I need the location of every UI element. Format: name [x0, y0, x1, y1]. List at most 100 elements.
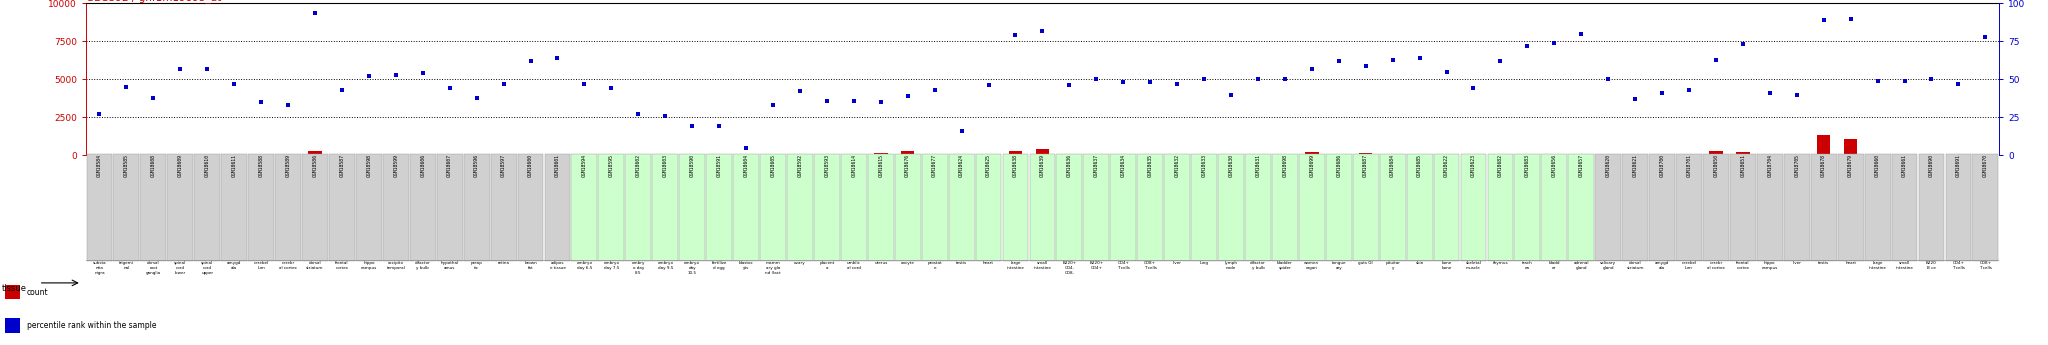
Point: [946, 128, 979, 134]
Text: CD8+
T cells: CD8+ T cells: [1978, 262, 1993, 270]
Point: [623, 111, 655, 117]
Point: [1726, 42, 1759, 47]
Point: [1511, 43, 1544, 49]
FancyBboxPatch shape: [1434, 154, 1460, 261]
Text: GSM18657: GSM18657: [1579, 154, 1583, 177]
Text: large
intestine: large intestine: [1868, 262, 1886, 270]
Text: ovary: ovary: [795, 262, 805, 265]
Text: GSM18685: GSM18685: [1417, 154, 1421, 177]
Text: GSM18690: GSM18690: [1929, 154, 1933, 177]
FancyBboxPatch shape: [786, 154, 813, 261]
Text: GSM18630: GSM18630: [1229, 154, 1233, 177]
Text: bladd
er: bladd er: [1548, 262, 1561, 270]
Text: GSM18704: GSM18704: [1767, 154, 1772, 177]
Bar: [1843, 139, 1858, 155]
Point: [1403, 55, 1436, 61]
Text: dorsal
striatum: dorsal striatum: [307, 262, 324, 270]
Text: cerebr
al cortex: cerebr al cortex: [1708, 262, 1724, 270]
Text: adrenal
gland: adrenal gland: [1573, 262, 1589, 270]
FancyBboxPatch shape: [1460, 154, 1487, 261]
Point: [1376, 57, 1409, 62]
Text: tongue
ary: tongue ary: [1331, 262, 1346, 270]
Point: [326, 87, 358, 93]
Text: guts GI: guts GI: [1358, 262, 1372, 265]
FancyBboxPatch shape: [1057, 154, 1081, 261]
Text: brown
fat: brown fat: [524, 262, 537, 270]
FancyBboxPatch shape: [1004, 154, 1028, 261]
FancyBboxPatch shape: [1946, 154, 1972, 261]
Text: GSM18622: GSM18622: [1444, 154, 1450, 177]
FancyBboxPatch shape: [1704, 154, 1729, 261]
Point: [406, 70, 438, 76]
Point: [1700, 57, 1733, 62]
Point: [864, 99, 897, 105]
FancyBboxPatch shape: [1972, 154, 1999, 261]
Text: GSM18593: GSM18593: [825, 154, 829, 177]
Bar: [874, 153, 887, 155]
FancyBboxPatch shape: [680, 154, 705, 261]
Text: prostat
e: prostat e: [928, 262, 942, 270]
Text: embryo
day 9.5: embryo day 9.5: [657, 262, 674, 270]
Text: amygd
ala: amygd ala: [227, 262, 242, 270]
FancyBboxPatch shape: [1919, 154, 1944, 261]
Text: GSM18603: GSM18603: [664, 154, 668, 177]
Text: GSM18597: GSM18597: [502, 154, 506, 177]
Text: GSM18599: GSM18599: [393, 154, 399, 177]
FancyBboxPatch shape: [113, 154, 139, 261]
Text: spinal
cord
upper: spinal cord upper: [201, 262, 213, 275]
FancyBboxPatch shape: [463, 154, 489, 261]
Text: GSM18620: GSM18620: [1606, 154, 1610, 177]
Point: [999, 32, 1032, 38]
Text: blastoc
yts: blastoc yts: [739, 262, 754, 270]
FancyBboxPatch shape: [653, 154, 678, 261]
Text: CD4+
T cells: CD4+ T cells: [1116, 262, 1130, 270]
Text: GSM18585: GSM18585: [125, 154, 129, 177]
Text: GSM18651: GSM18651: [1741, 154, 1745, 177]
Point: [217, 81, 250, 87]
Text: CD4+
T cells: CD4+ T cells: [1952, 262, 1964, 270]
Point: [1214, 92, 1247, 97]
Point: [756, 102, 788, 108]
Text: GSM18596: GSM18596: [475, 154, 479, 177]
FancyBboxPatch shape: [1864, 154, 1890, 261]
Text: GSM18656: GSM18656: [1552, 154, 1556, 177]
Text: GSM18650: GSM18650: [1714, 154, 1718, 177]
Bar: [1360, 154, 1372, 155]
Point: [1565, 31, 1597, 37]
Point: [1618, 96, 1651, 102]
FancyBboxPatch shape: [195, 154, 221, 261]
Point: [729, 145, 762, 150]
Text: adipos
e tissue: adipos e tissue: [549, 262, 565, 270]
Bar: [4, 318, 20, 333]
Text: GSM18588: GSM18588: [258, 154, 264, 177]
Text: lymph
node: lymph node: [1225, 262, 1237, 270]
Text: B220
B ce: B220 B ce: [1925, 262, 1937, 270]
FancyBboxPatch shape: [1757, 154, 1782, 261]
Point: [111, 84, 143, 90]
Point: [1888, 78, 1921, 83]
Text: uterus: uterus: [874, 262, 887, 265]
FancyBboxPatch shape: [813, 154, 840, 261]
FancyBboxPatch shape: [436, 154, 463, 261]
Point: [164, 66, 197, 71]
Text: GSM18683: GSM18683: [1526, 154, 1530, 177]
Text: B220+
CD4+: B220+ CD4+: [1090, 262, 1104, 270]
Text: GSM18660: GSM18660: [1876, 154, 1880, 177]
Point: [1350, 63, 1382, 68]
Text: GSM18611: GSM18611: [231, 154, 238, 177]
FancyBboxPatch shape: [1487, 154, 1513, 261]
Point: [461, 95, 494, 100]
Text: GSM18605: GSM18605: [770, 154, 776, 177]
Text: hippo
campus: hippo campus: [1761, 262, 1778, 270]
Text: GSM18705: GSM18705: [1794, 154, 1800, 177]
Text: hippo
campus: hippo campus: [360, 262, 377, 270]
FancyBboxPatch shape: [842, 154, 866, 261]
Bar: [1710, 151, 1722, 155]
Point: [1753, 90, 1786, 96]
Point: [1673, 87, 1706, 93]
Text: small
intestine: small intestine: [1896, 262, 1913, 270]
Text: women
organ: women organ: [1305, 262, 1319, 270]
FancyBboxPatch shape: [707, 154, 731, 261]
Text: small
intestine: small intestine: [1034, 262, 1051, 270]
Text: GSM18589: GSM18589: [285, 154, 291, 177]
